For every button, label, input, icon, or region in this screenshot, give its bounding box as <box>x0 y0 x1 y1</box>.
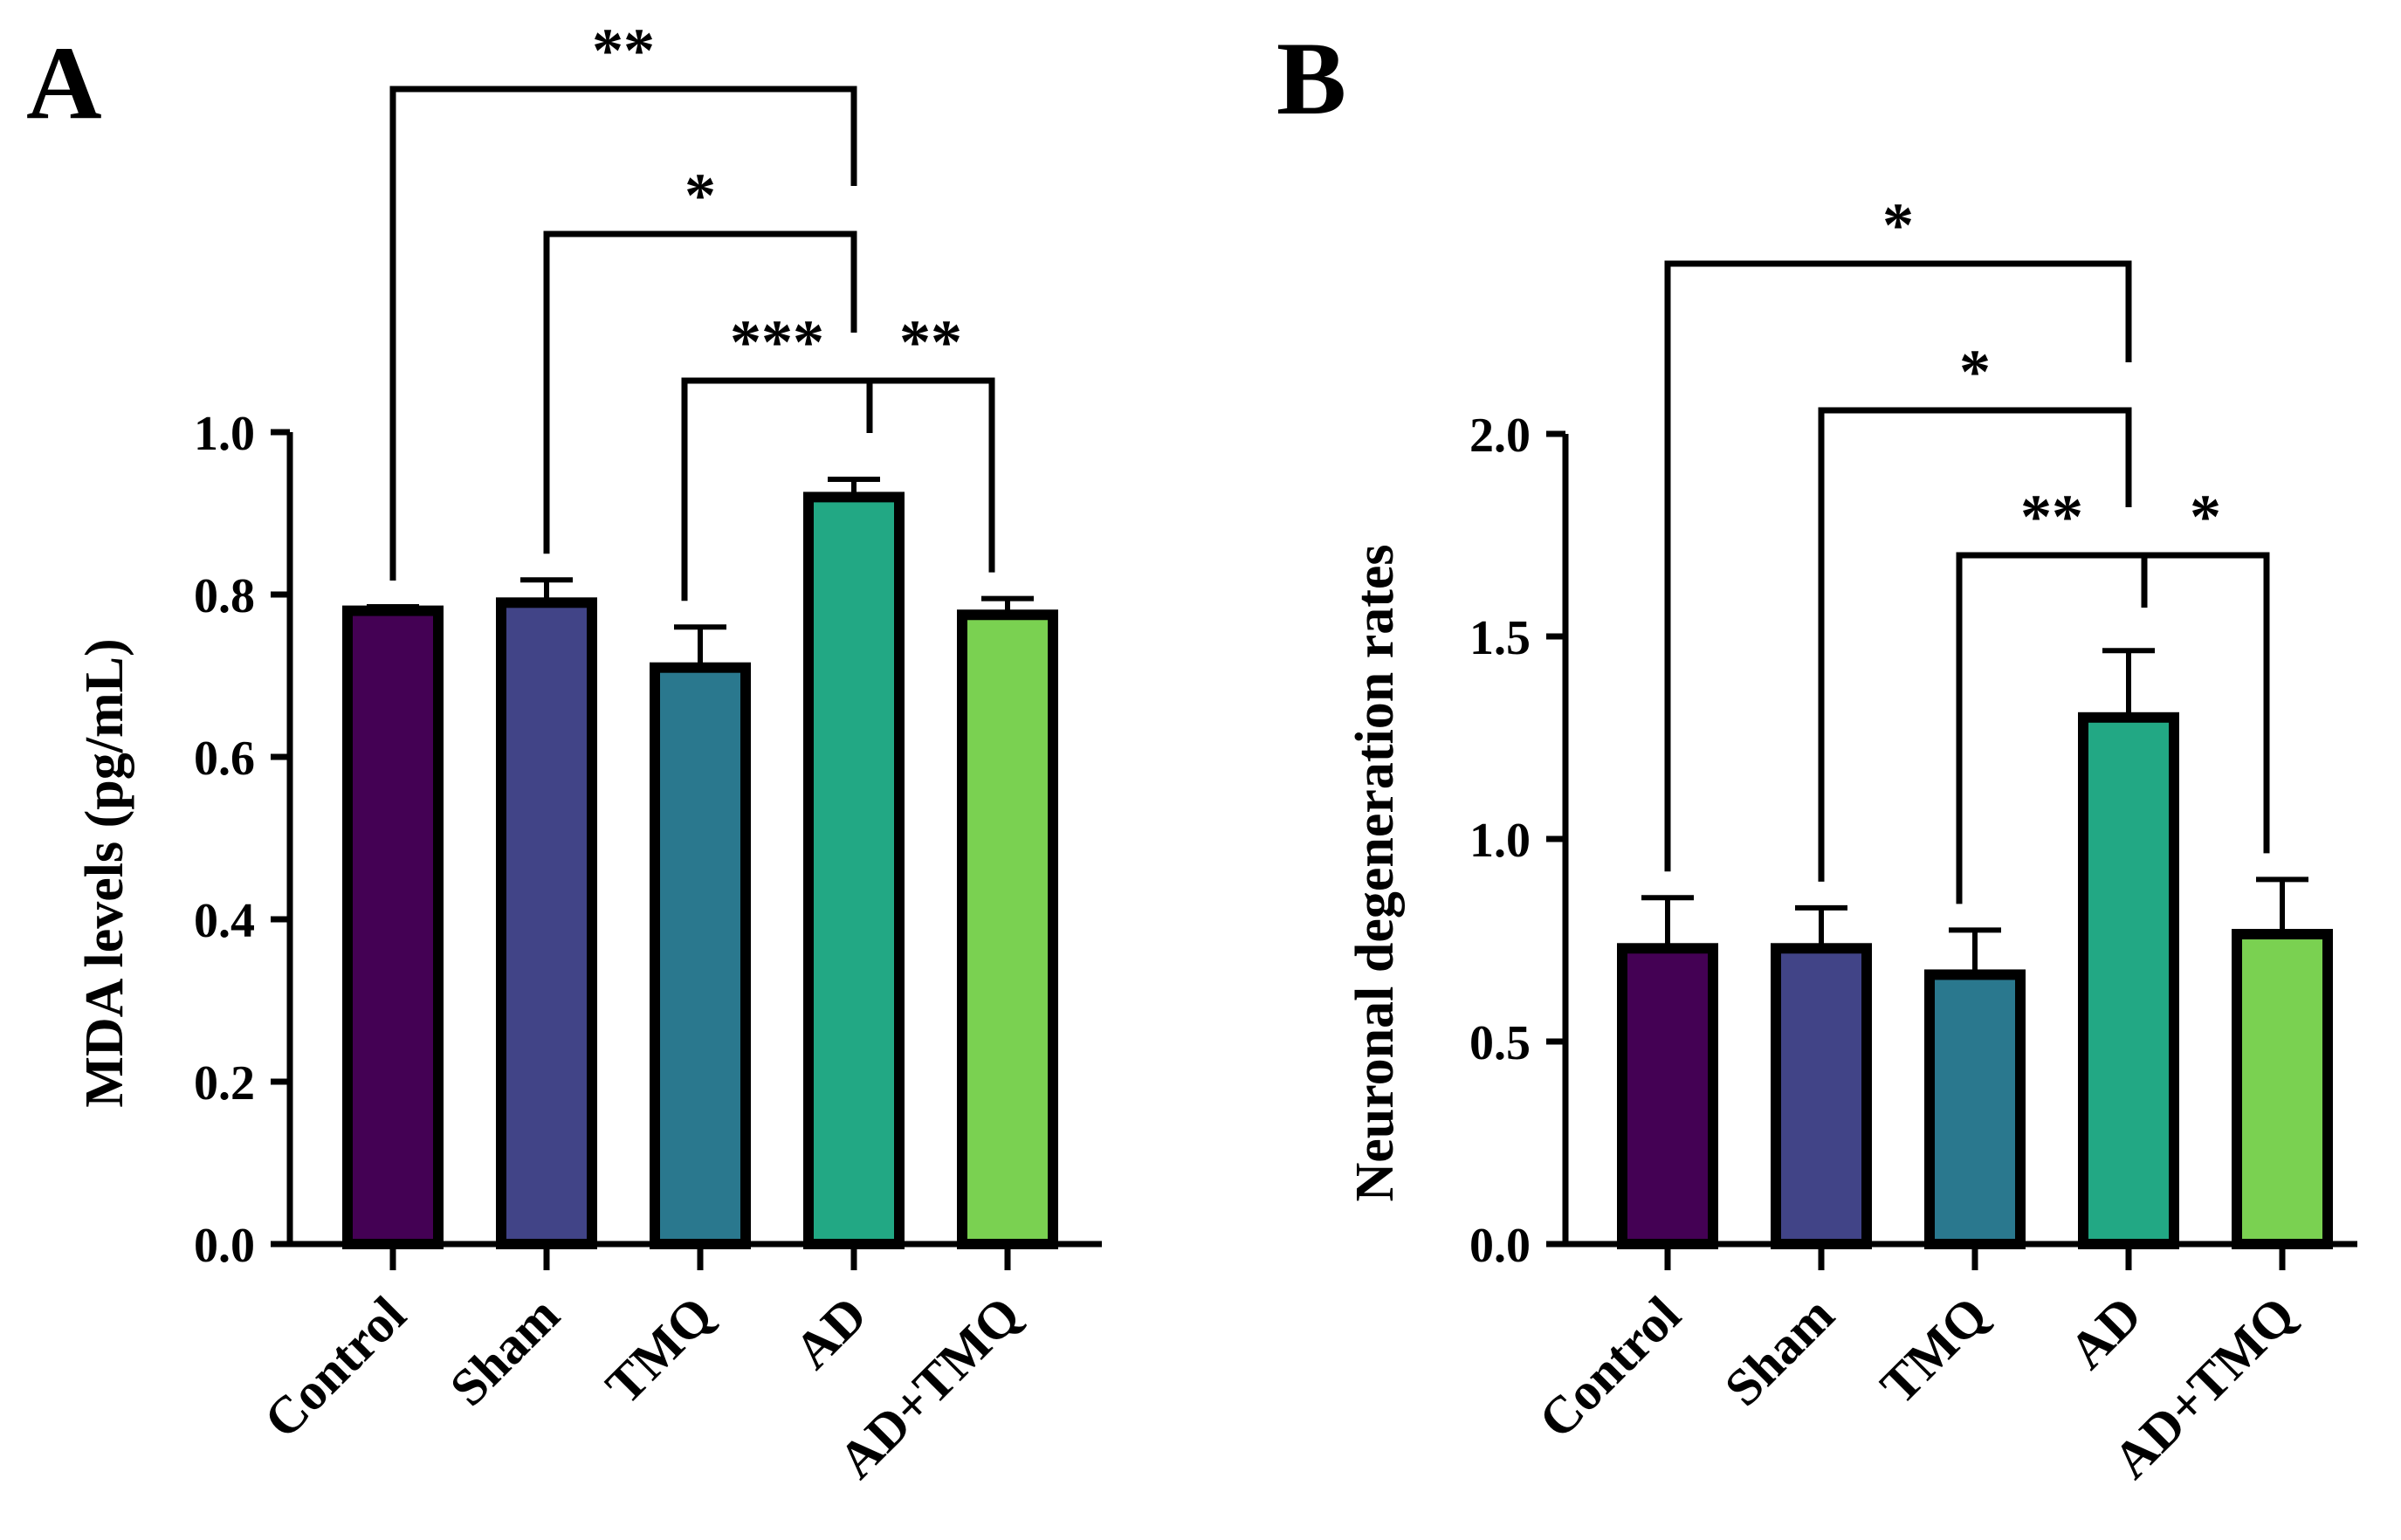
panel-b-significance-label: ** <box>2020 482 2083 552</box>
panel-b-y-axis-label: Neuronal degeneration rates <box>1345 544 1405 1201</box>
panel-a-category-label: TMQ <box>595 1286 724 1415</box>
panel-a-y-tick-label: 0.8 <box>194 569 255 623</box>
panel-b-category-label: AD <box>2058 1286 2152 1380</box>
panel-a-significance-bracket <box>389 86 857 581</box>
panel-b-significance-bracket <box>1818 407 2132 882</box>
panel-b-bar-ad-tmq <box>2232 929 2333 1250</box>
panel-a-y-axis-label: MDA levels (pg/mL) <box>75 638 134 1107</box>
panel-b-label: B <box>1276 20 1346 136</box>
panel-a-y-tick-label: 0.6 <box>194 732 255 786</box>
panel-b-y-tick-label: 0.5 <box>1469 1016 1531 1070</box>
panel-a-category-label: Sham <box>439 1286 570 1417</box>
panel-a-category-label: Control <box>253 1286 416 1449</box>
panel-a-significance-bracket <box>543 230 857 554</box>
panel-b-significance-label: * <box>1959 337 1991 407</box>
panel-b-significance-label: * <box>2190 482 2221 552</box>
panel-b-category-label: TMQ <box>1869 1286 1999 1415</box>
panel-a-bar-ad-tmq <box>957 609 1058 1249</box>
panel-a-significance-label: ** <box>899 307 962 377</box>
panel-b-bar-tmq <box>1924 969 2026 1249</box>
panel-a-significance-label: ** <box>592 16 655 86</box>
panel-b-y-tick-label: 1.5 <box>1469 611 1531 665</box>
panel-a-bar-sham <box>496 597 597 1249</box>
panel-b-category-label: Control <box>1528 1286 1691 1449</box>
panel-a-bar-tmq <box>650 662 751 1249</box>
panel-a: A MDA levels (pg/mL) 0.0 0.2 0.4 0.6 0.8 1.0 C… <box>26 16 1102 1489</box>
panel-b-significance-bracket <box>2141 552 2270 854</box>
panel-a-y-tick-label: 0.0 <box>194 1219 255 1273</box>
panel-b-bar-sham <box>1771 943 1872 1250</box>
panel-b: B Neuronal degeneration rates 0.0 0.5 1.0 1… <box>1276 20 2357 1489</box>
panel-b-bar-ad <box>2078 712 2179 1249</box>
panel-b-y-tick-label: 1.0 <box>1469 814 1531 868</box>
panel-b-y-tick-label: 0.0 <box>1469 1219 1531 1273</box>
panel-a-significance-label: *** <box>730 307 824 377</box>
panel-a-bar-control <box>342 605 444 1249</box>
panel-b-bar-control <box>1617 943 1718 1250</box>
panel-a-bar-ad <box>803 492 905 1249</box>
panel-a-significance-label: * <box>685 161 716 230</box>
panel-b-significance-bracket <box>1664 260 2132 872</box>
panel-a-label: A <box>26 24 102 141</box>
panel-b-y-tick-label: 2.0 <box>1469 409 1531 463</box>
panel-a-y-tick-label: 0.2 <box>194 1056 255 1110</box>
panel-a-category-label: AD <box>783 1286 877 1380</box>
panel-a-y-tick-label: 1.0 <box>194 407 255 461</box>
panel-b-category-label: Sham <box>1714 1286 1845 1417</box>
panel-a-significance-bracket <box>866 377 995 573</box>
panel-b-significance-label: * <box>1882 190 1914 260</box>
panel-a-y-tick-label: 0.4 <box>194 894 255 948</box>
